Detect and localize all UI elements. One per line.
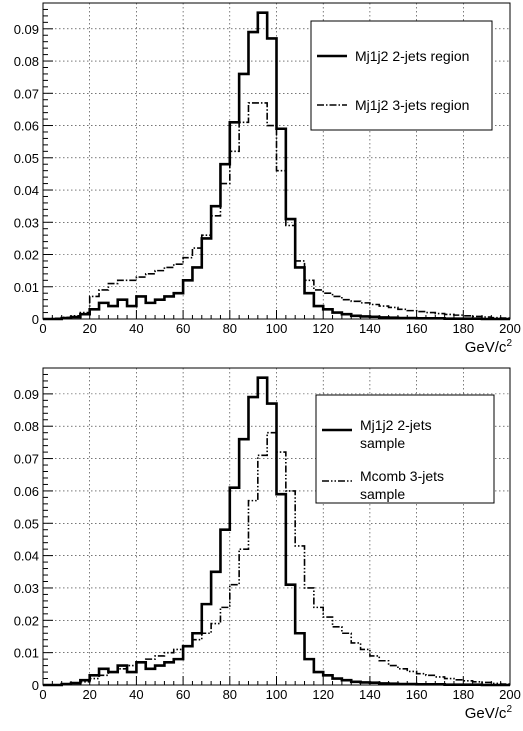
x-tick-label: 160 — [406, 687, 428, 702]
x-tick-label: 100 — [266, 687, 288, 702]
legend-label-1: Mj1j2 2-jets — [360, 417, 432, 433]
x-tick-label: 140 — [359, 687, 381, 702]
x-tick-label: 80 — [223, 687, 237, 702]
legend-label-1: sample — [360, 435, 405, 451]
x-axis-unit-label: GeV/c2 — [465, 338, 513, 356]
x-tick-label: 160 — [406, 321, 428, 336]
y-tick-label: 0.07 — [14, 452, 39, 467]
y-tick-label: 0.01 — [14, 646, 39, 661]
x-tick-label: 60 — [176, 687, 190, 702]
y-tick-label: 0.03 — [14, 215, 39, 230]
y-tick-label: 0 — [32, 678, 39, 693]
y-tick-label: 0.01 — [14, 280, 39, 295]
y-tick-label: 0.02 — [14, 613, 39, 628]
y-tick-label: 0.08 — [14, 419, 39, 434]
legend-label-2: sample — [360, 486, 405, 502]
bottom-histogram-panel: 0 20 40 60 80 100 120 140 160 180 200 0 0.01 0.02 0.03… — [14, 368, 521, 722]
y-tick-label: 0.03 — [14, 581, 39, 596]
x-tick-label: 120 — [312, 687, 334, 702]
y-tick-label: 0.09 — [14, 387, 39, 402]
y-tick-label: 0.09 — [14, 22, 39, 37]
x-tick-label: 0 — [39, 321, 46, 336]
legend-label-2: Mcomb 3-jets — [360, 468, 444, 484]
legend-label-1: Mj1j2 2-jets region — [355, 48, 469, 64]
x-tick-label: 180 — [452, 321, 474, 336]
y-tick-label: 0.05 — [14, 151, 39, 166]
x-tick-label: 40 — [129, 321, 143, 336]
x-tick-label: 200 — [499, 321, 521, 336]
y-tick-label: 0.08 — [14, 54, 39, 69]
x-axis-unit-label: GeV/c2 — [465, 704, 513, 722]
legend-label-2: Mj1j2 3-jets region — [355, 97, 469, 113]
x-tick-label: 60 — [176, 321, 190, 336]
top-histogram-panel: 0 20 40 60 80 100 120 140 160 180 200 0 0.01 0.02 0.03… — [14, 3, 521, 356]
x-tick-label: 140 — [359, 321, 381, 336]
x-tick-label: 100 — [266, 321, 288, 336]
y-tick-label: 0.05 — [14, 516, 39, 531]
x-tick-label: 20 — [82, 321, 96, 336]
y-tick-label: 0 — [32, 312, 39, 327]
y-tick-label: 0.04 — [14, 183, 39, 198]
y-tick-label: 0.07 — [14, 86, 39, 101]
legend-box — [311, 21, 492, 130]
y-tick-label: 0.06 — [14, 484, 39, 499]
x-tick-label: 120 — [312, 321, 334, 336]
x-tick-label: 40 — [129, 687, 143, 702]
x-tick-label: 0 — [39, 687, 46, 702]
y-tick-label: 0.06 — [14, 119, 39, 134]
x-tick-label: 180 — [452, 687, 474, 702]
x-tick-label: 20 — [82, 687, 96, 702]
y-tick-label: 0.02 — [14, 248, 39, 263]
x-tick-label: 200 — [499, 687, 521, 702]
x-tick-label: 80 — [223, 321, 237, 336]
y-tick-label: 0.04 — [14, 549, 39, 564]
